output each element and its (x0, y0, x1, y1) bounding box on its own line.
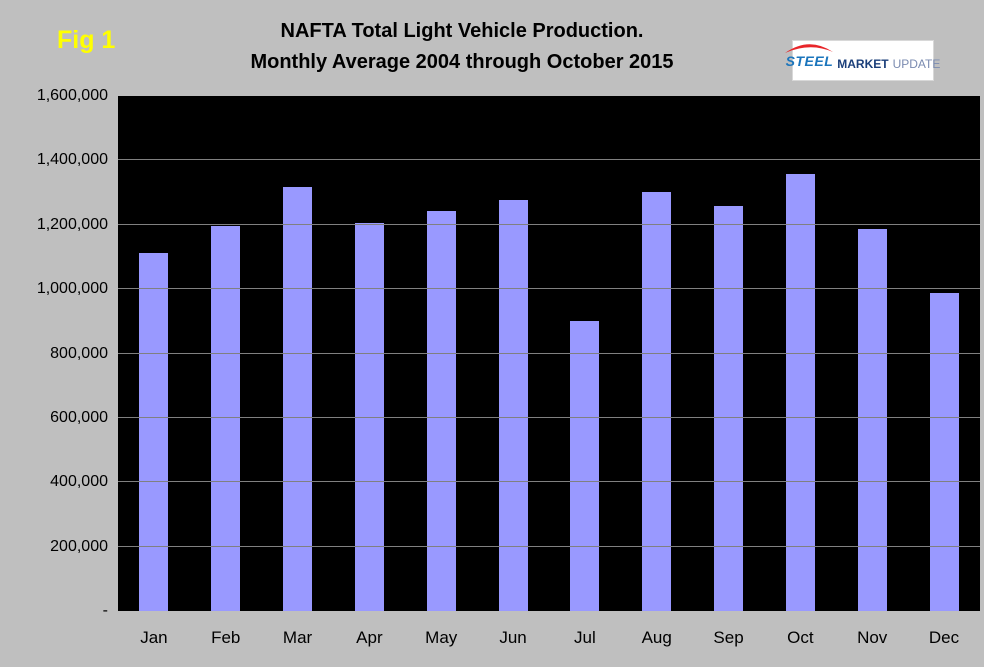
logo-swoosh-icon (784, 44, 833, 53)
x-tick-label-dec: Dec (928, 628, 960, 647)
bar-column-jan (118, 96, 190, 611)
chart-title-line2: Monthly Average 2004 through October 201… (250, 51, 674, 73)
x-tick-label-apr: Apr (356, 628, 383, 647)
bar-dec (929, 292, 959, 611)
bar-jul (570, 319, 600, 611)
x-tick-label-jul: Jul (574, 628, 596, 647)
bar-feb (211, 224, 241, 611)
x-tick-label-feb: Feb (211, 628, 241, 647)
x-tick-label-may: May (425, 628, 458, 647)
bar-column-sep (693, 96, 765, 611)
steel-market-update-logo: STEEL MARKET UPDATE (784, 40, 940, 81)
bar-may (426, 210, 456, 611)
y-tick-label: 1,600,000 (36, 87, 108, 104)
plot-area (118, 96, 980, 611)
y-tick-label: 1,400,000 (36, 151, 108, 169)
logo-word-steel: STEEL (785, 53, 834, 69)
bar-nov (857, 227, 887, 611)
bar-column-aug (621, 96, 693, 611)
x-tick-label-mar: Mar (282, 628, 313, 647)
bar-column-oct (764, 96, 836, 611)
gridline (118, 288, 980, 290)
bars-row (118, 96, 980, 611)
bar-column-dec (908, 96, 980, 611)
x-tick-label-oct: Oct (787, 628, 814, 647)
bar-column-jul (549, 96, 621, 611)
y-tick-label: 1,200,000 (36, 215, 108, 233)
y-tick-label: 1,000,000 (36, 280, 108, 298)
bar-jan (139, 252, 169, 611)
bar-column-mar (262, 96, 334, 611)
logo-word-market: MARKET (837, 57, 889, 71)
x-tick-label-jan: Jan (140, 628, 168, 647)
chart-title-line1: NAFTA Total Light Vehicle Production. (280, 20, 644, 42)
gridline (118, 352, 980, 354)
x-tick-label-aug: Aug (641, 628, 672, 647)
bar-column-apr (333, 96, 405, 611)
x-axis-labels: Jan Feb Mar Apr May Jun Jul Aug Sep Oct Nov Dec (118, 628, 980, 648)
chart-title: NAFTA Total Light Vehicle Production. Mo… (140, 16, 784, 78)
gridline (118, 223, 980, 225)
gridline (118, 481, 980, 483)
y-axis-labels: 1,600,000 1,400,000 1,200,000 1,000,000 800,… (0, 87, 108, 619)
y-tick-label: 800,000 (50, 344, 108, 362)
gridline (118, 159, 980, 161)
figure-label: Fig 1 (57, 26, 116, 54)
gridline (118, 545, 980, 547)
x-tick-label-nov: Nov (857, 628, 888, 647)
y-tick-label: 400,000 (50, 473, 108, 491)
y-tick-label: 600,000 (50, 408, 108, 426)
y-tick-label: - (102, 602, 108, 619)
bar-oct (785, 173, 815, 611)
bar-aug (642, 190, 672, 611)
bar-column-feb (190, 96, 262, 611)
x-tick-label-sep: Sep (713, 628, 744, 647)
logo-steel-wrap: STEEL (784, 44, 834, 71)
gridline (118, 416, 980, 418)
bar-column-nov (836, 96, 908, 611)
bar-column-jun (477, 96, 549, 611)
bar-mar (283, 186, 313, 611)
logo-word-update: UPDATE (892, 57, 941, 71)
bar-column-may (405, 96, 477, 611)
bar-sep (714, 205, 744, 611)
y-tick-label: 200,000 (50, 537, 108, 555)
bar-jun (498, 199, 528, 611)
x-tick-label-jun: Jun (499, 628, 527, 647)
